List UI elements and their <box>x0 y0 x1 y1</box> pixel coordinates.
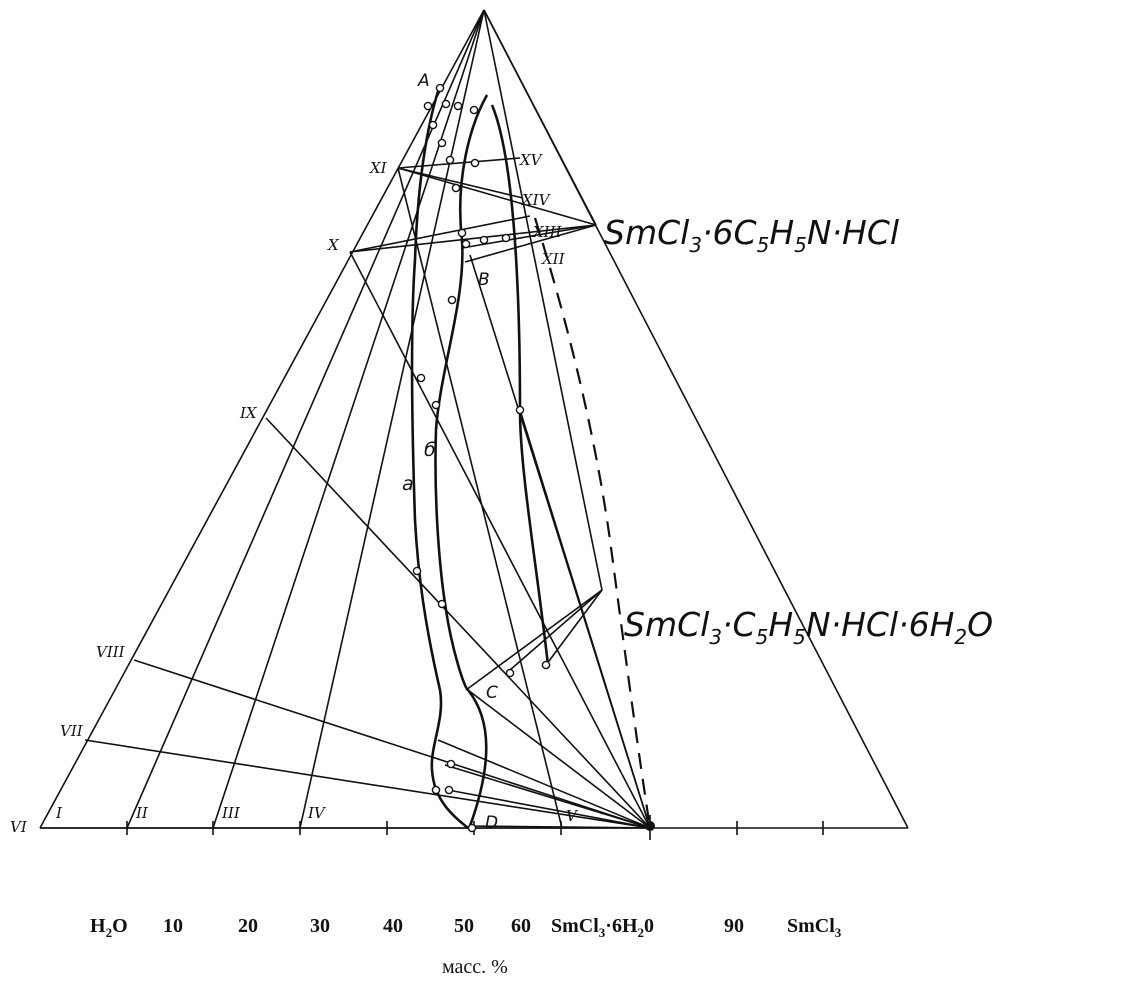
triangle-left-side <box>39 9 485 829</box>
label-VIII: VIII <box>96 643 126 661</box>
label-XII: XII <box>541 250 566 268</box>
tick-10: 10 <box>163 915 183 937</box>
label-X: X <box>327 236 340 254</box>
label-point-C: C <box>486 683 498 703</box>
label-XIII: XIII <box>532 223 563 241</box>
label-VII: VII <box>60 722 84 740</box>
tick-30: 30 <box>310 915 330 937</box>
label-IV: IV <box>307 804 327 822</box>
data-points <box>412 83 655 833</box>
tick-60: 60 <box>511 915 531 937</box>
tick-20: 20 <box>238 915 258 937</box>
tick-90: 90 <box>724 915 744 937</box>
tick-h2o: H2O <box>90 915 128 940</box>
label-IX: IX <box>239 404 258 422</box>
label-XV: XV <box>519 151 544 169</box>
label-point-B: B <box>478 270 490 290</box>
label-V: V <box>566 807 579 825</box>
tie-lines <box>40 157 651 829</box>
curve-b <box>434 94 489 827</box>
tick-50: 50 <box>454 915 474 937</box>
label-curve-a: а <box>402 473 414 495</box>
tick-smcl3: SmCl3 <box>787 915 842 940</box>
curve-a <box>410 84 469 830</box>
label-point-D: D <box>485 813 498 833</box>
label-point-A: A <box>417 71 430 91</box>
axis-units: масс. % <box>442 956 508 978</box>
label-curve-b: б <box>424 439 436 461</box>
label-XI: XI <box>369 159 388 177</box>
label-XIV: XIV <box>521 191 552 209</box>
tick-smcl3-6h2o: SmCl3·6H20 <box>551 915 655 940</box>
label-I: I <box>55 804 63 822</box>
tick-40: 40 <box>383 915 403 937</box>
label-III: III <box>221 804 241 822</box>
section-labels: I II III IV V VI VII VIII IX X XI XII XI… <box>10 151 579 836</box>
label-VI: VI <box>10 818 28 836</box>
point-labels: A B C D <box>417 71 498 833</box>
label-II: II <box>135 804 149 822</box>
dashed-line <box>533 217 652 829</box>
compound-upper-label: SmCl3·6C5H5N·HCl <box>604 213 899 257</box>
compound-lower-label: SmCl3·C5H5N·HCl·6H2O <box>624 605 993 649</box>
